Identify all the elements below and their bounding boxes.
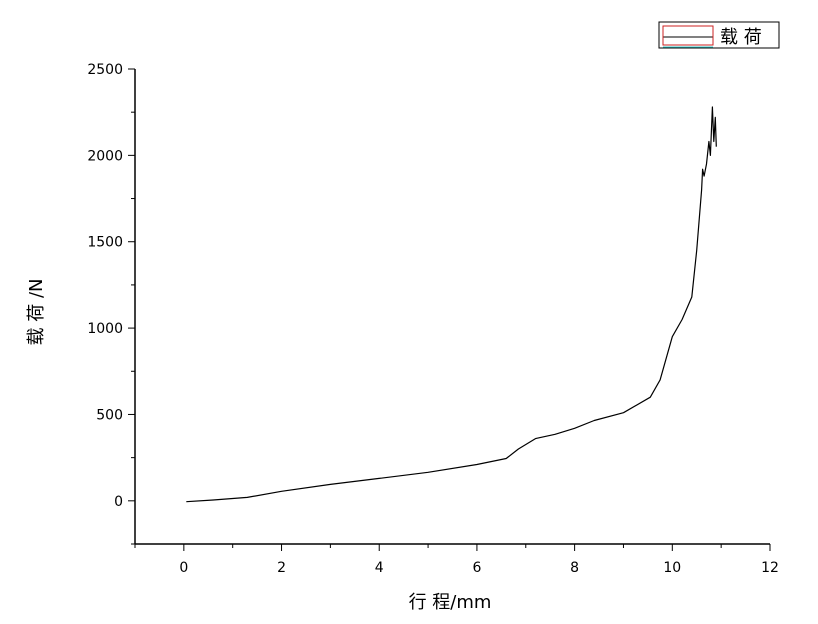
x-tick-label: 6 xyxy=(472,560,481,576)
y-axis-title: 载 荷 /N xyxy=(26,279,47,346)
y-tick-label: 1000 xyxy=(87,321,123,337)
series-layer xyxy=(186,106,717,503)
y-tick-label: 500 xyxy=(96,407,123,423)
x-tick-label: 2 xyxy=(277,560,286,576)
axes-layer xyxy=(134,69,770,545)
x-tick-label: 4 xyxy=(375,560,384,576)
x-tick-label: 0 xyxy=(179,560,188,576)
ticks-layer: 0 2 4 6 8 10 12 0 500 1000 1500 2000 2500 xyxy=(87,62,779,576)
legend-entry-label: 载 荷 xyxy=(720,27,762,48)
x-tick-label: 12 xyxy=(761,560,779,576)
y-tick-label: 0 xyxy=(114,494,123,510)
legend: 载 荷 xyxy=(658,21,780,49)
x-tick-label: 10 xyxy=(663,560,681,576)
y-tick-label: 2000 xyxy=(87,148,123,164)
series-line xyxy=(186,106,717,503)
x-axis-title: 行 程/mm xyxy=(409,592,492,613)
x-tick-label: 8 xyxy=(570,560,579,576)
y-tick-label: 1500 xyxy=(87,235,123,251)
legend-swatch-red xyxy=(662,25,714,46)
y-tick-label: 2500 xyxy=(87,62,123,78)
